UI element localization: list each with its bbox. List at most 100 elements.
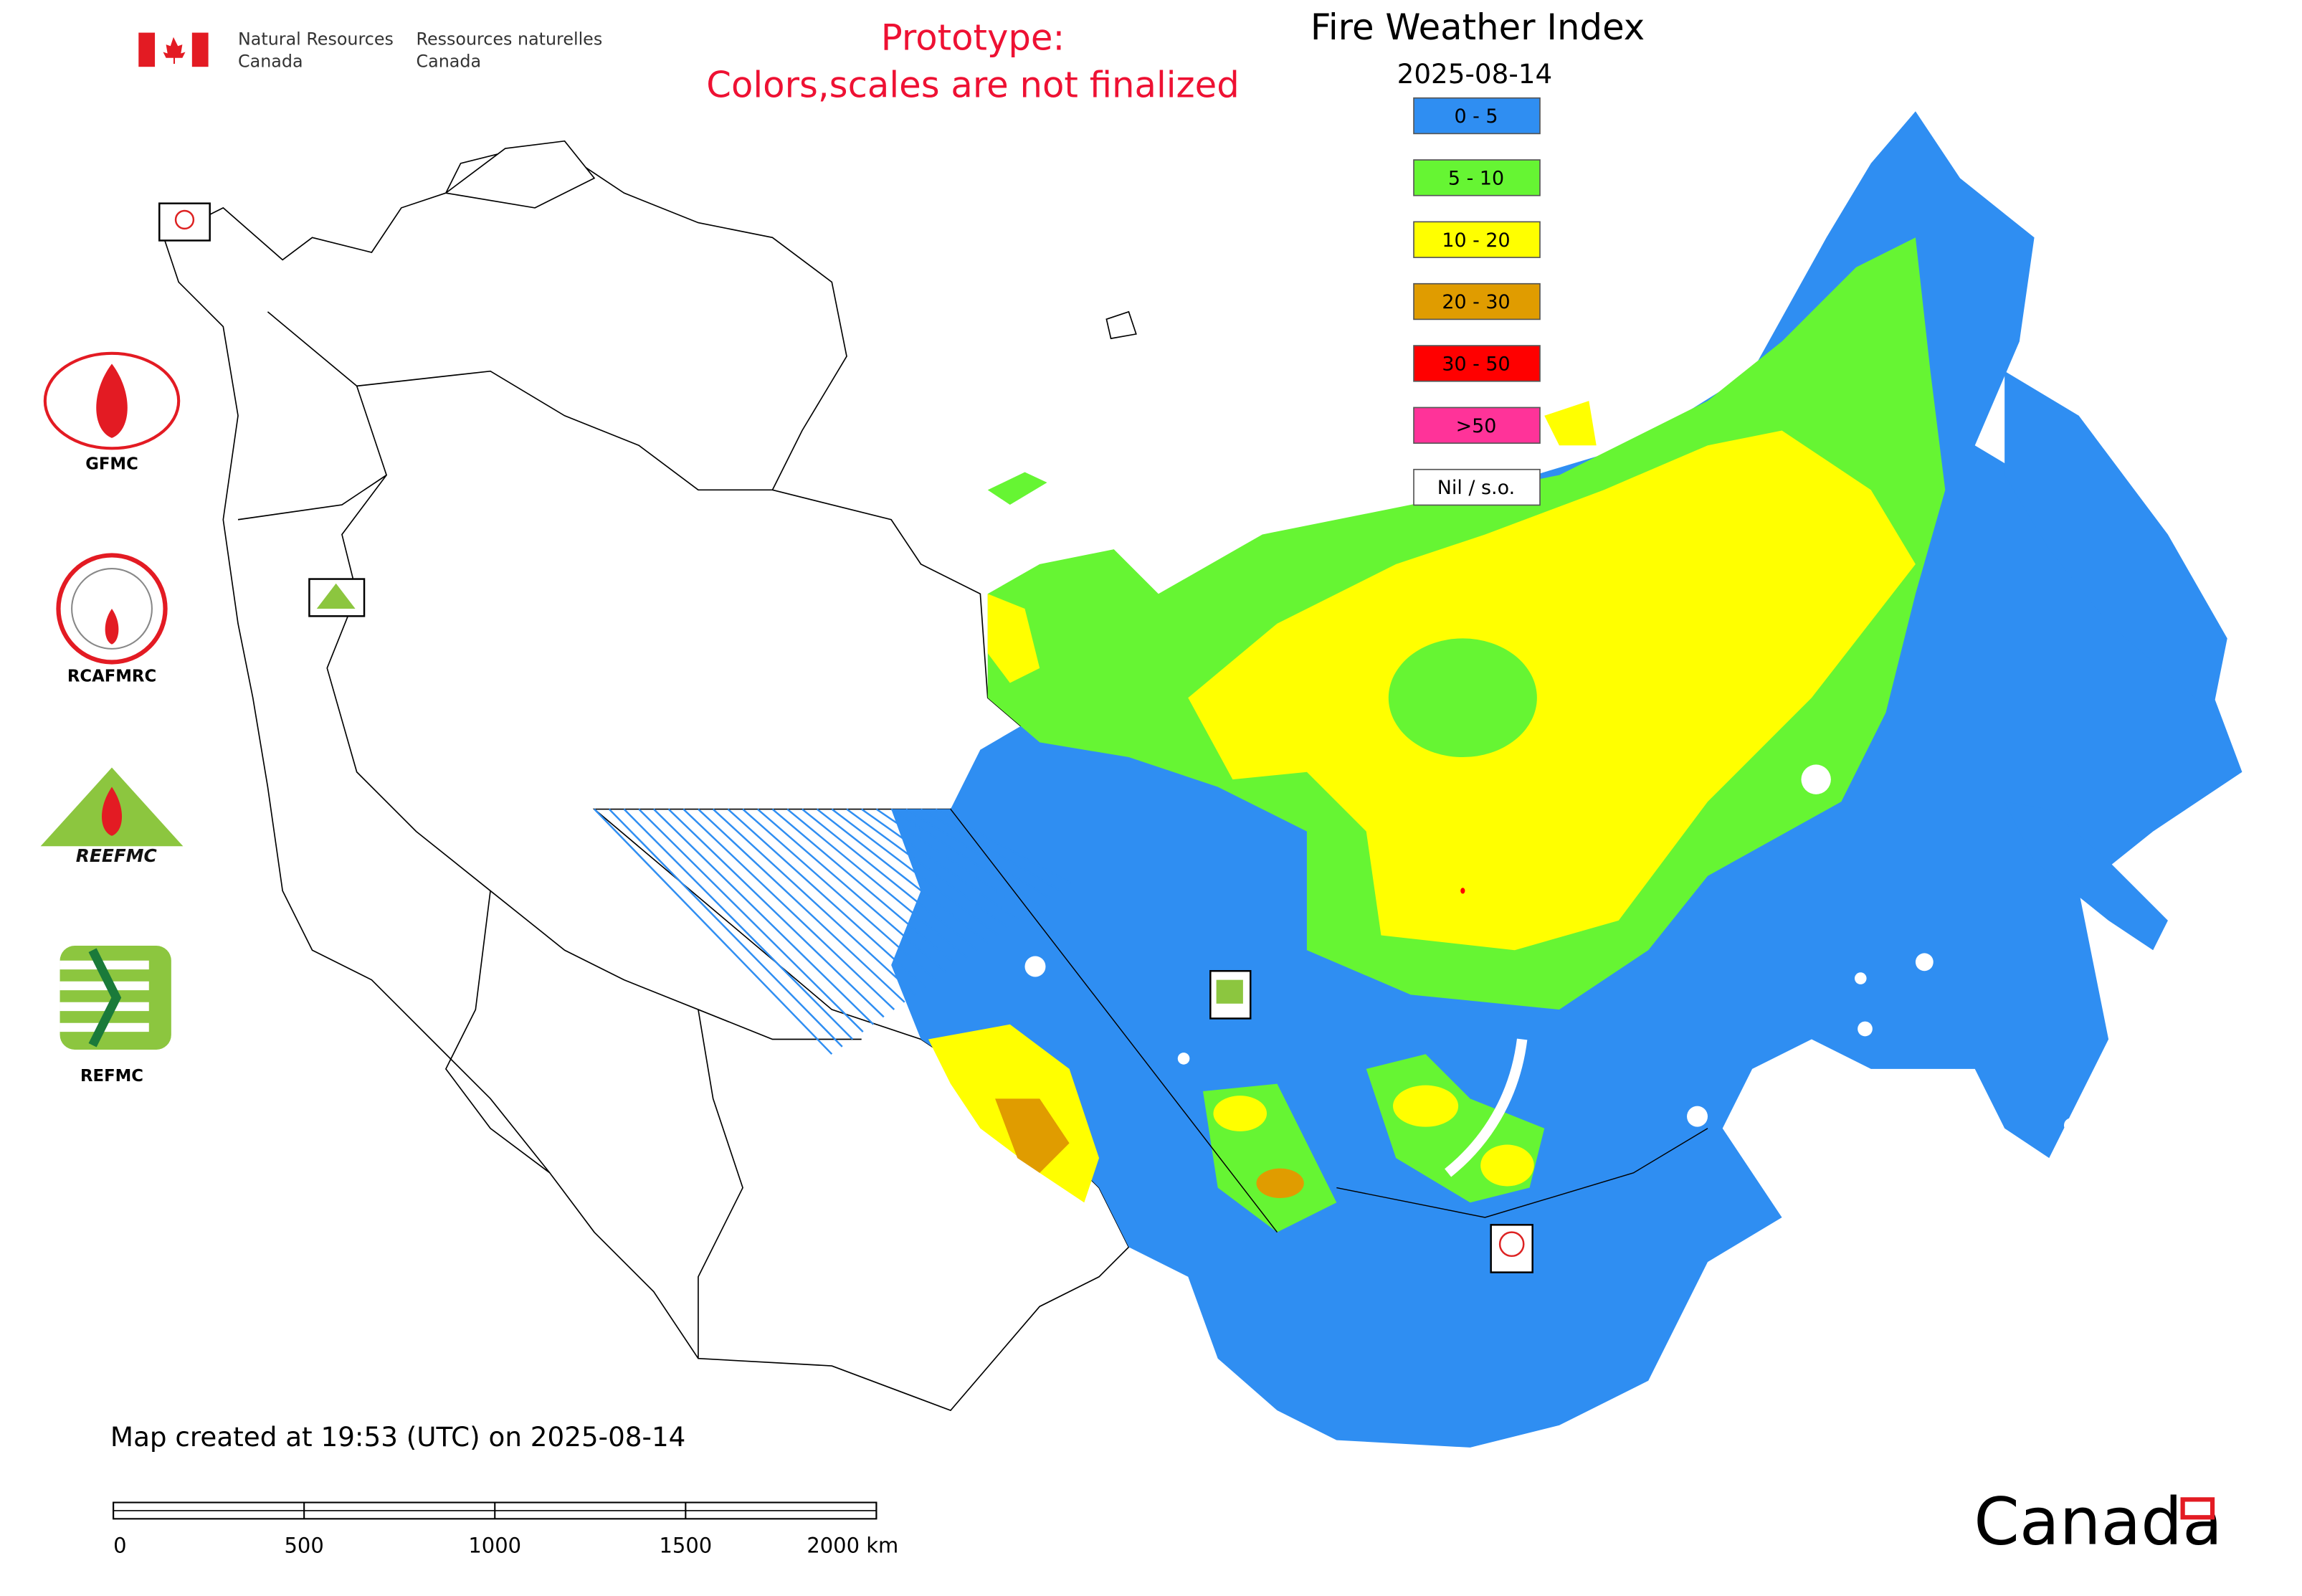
map-date: 2025-08-14 (1397, 58, 1553, 90)
island (444, 140, 596, 209)
fwi-region-moderate (1388, 638, 1537, 758)
legend-label: >50 (1456, 415, 1497, 437)
legend-label: 5 - 10 (1448, 167, 1504, 189)
nil-patch (1915, 953, 1934, 972)
fwi-region-high (1544, 401, 1597, 446)
streak (771, 808, 958, 966)
logo-label: REFMC (80, 1067, 143, 1086)
map-markers (158, 202, 1533, 1273)
streak (786, 808, 968, 959)
streak (890, 808, 1040, 907)
notice: Prototype: (881, 16, 1065, 58)
streak (802, 808, 979, 951)
scale-label: 0 (113, 1534, 126, 1558)
streak (935, 808, 1072, 885)
streak (816, 808, 989, 944)
streak (712, 808, 916, 996)
coast-line (950, 809, 1708, 1233)
scale-bar: 0 500 1000 1500 2000 km (113, 1501, 898, 1558)
rcafmrc-flame (105, 608, 119, 645)
fwi-region-low (2004, 371, 2227, 713)
legend-swatch (1413, 221, 1541, 258)
fwi-region-high (1480, 1144, 1534, 1187)
maple-leaf (163, 37, 186, 65)
streak (831, 808, 999, 936)
notice: Colors,scales are not finalized (706, 65, 1239, 106)
streak (742, 808, 937, 981)
streak (652, 808, 875, 1025)
scale-label: 2000 km (807, 1534, 898, 1558)
border (237, 474, 387, 521)
legend-label: 10 - 20 (1442, 229, 1510, 252)
rcafmrc-ring (71, 568, 153, 650)
nil-patch (1858, 1021, 1873, 1037)
nil-patch (2063, 1118, 2079, 1133)
legend-swatch (1413, 345, 1541, 382)
border (444, 890, 551, 1174)
legend-swatch (1413, 468, 1541, 506)
legend-label: 30 - 50 (1442, 353, 1510, 375)
fwi-region-high (1188, 430, 1916, 951)
streak (698, 808, 905, 1003)
map-title: Fire Weather Index (1311, 6, 1645, 48)
scale-label: 1000 (468, 1534, 521, 1558)
marker-icon (1216, 979, 1243, 1004)
fwi-region-very-high (1256, 1168, 1304, 1199)
streak (920, 808, 1061, 892)
nil-patch (1687, 1106, 1708, 1127)
gfmc-logo (43, 351, 181, 450)
logo-label: RCAFMRC (67, 668, 156, 686)
lake (1445, 1038, 1528, 1177)
reefmc-flame (101, 787, 123, 836)
fwi-region-high (1393, 1085, 1459, 1127)
fwi-region-moderate (987, 472, 1047, 505)
agency-en: Canada (238, 51, 303, 71)
wordmark-flag (2180, 1497, 2215, 1520)
fwi-region-high (1213, 1096, 1267, 1131)
marker-icon (316, 583, 356, 609)
legend-swatch (1413, 407, 1541, 444)
border (698, 1009, 743, 1359)
legend-swatch (1413, 159, 1541, 196)
streak (860, 808, 1019, 921)
map-footer: Map created at 19:53 (UTC) on 2025-08-14 (110, 1421, 685, 1453)
nil-patch (1177, 1053, 1190, 1065)
flag-bar (191, 32, 209, 67)
streak (756, 808, 947, 974)
logo-label: GFMC (85, 455, 138, 474)
nil-patch (1855, 972, 1867, 984)
streak (682, 808, 895, 1010)
legend-label: Nil / s.o. (1437, 477, 1515, 499)
scale-label: 1500 (659, 1534, 712, 1558)
base-map (163, 140, 1137, 1412)
fwi-layer (594, 111, 2242, 1448)
nil-patch (1024, 956, 1046, 977)
agency-signature: Natural Resources Canada Ressources natu… (138, 29, 602, 71)
marker-icon (174, 209, 195, 230)
streak (905, 808, 1051, 899)
island (1105, 310, 1137, 340)
refmc-sigma (88, 948, 122, 1048)
streak (846, 808, 1009, 929)
streak (875, 808, 1030, 914)
logos: GFMC RCAFMRC REEFMC REFMC (40, 351, 184, 1086)
gfmc-marker (158, 202, 211, 242)
marker-icon (1498, 1231, 1525, 1258)
agency-fr: Ressources naturelles (417, 29, 603, 49)
border (267, 311, 862, 1040)
fwi-region-extreme (1460, 888, 1465, 894)
fwi-region-high (987, 594, 1040, 683)
legend-swatch (1413, 97, 1541, 135)
refmc-marker (1209, 969, 1252, 1020)
streak (608, 808, 843, 1048)
gfmc-flame (96, 364, 128, 438)
logo-label: REEFMC (76, 845, 157, 866)
agency-fr: Canada (417, 51, 482, 71)
legend-label: 0 - 5 (1454, 105, 1498, 128)
streak (594, 808, 833, 1055)
streak (623, 808, 854, 1040)
wordmark: Canada (1974, 1484, 2222, 1560)
fwi-region-very-high (995, 1098, 1070, 1173)
flag-bar (138, 32, 156, 67)
